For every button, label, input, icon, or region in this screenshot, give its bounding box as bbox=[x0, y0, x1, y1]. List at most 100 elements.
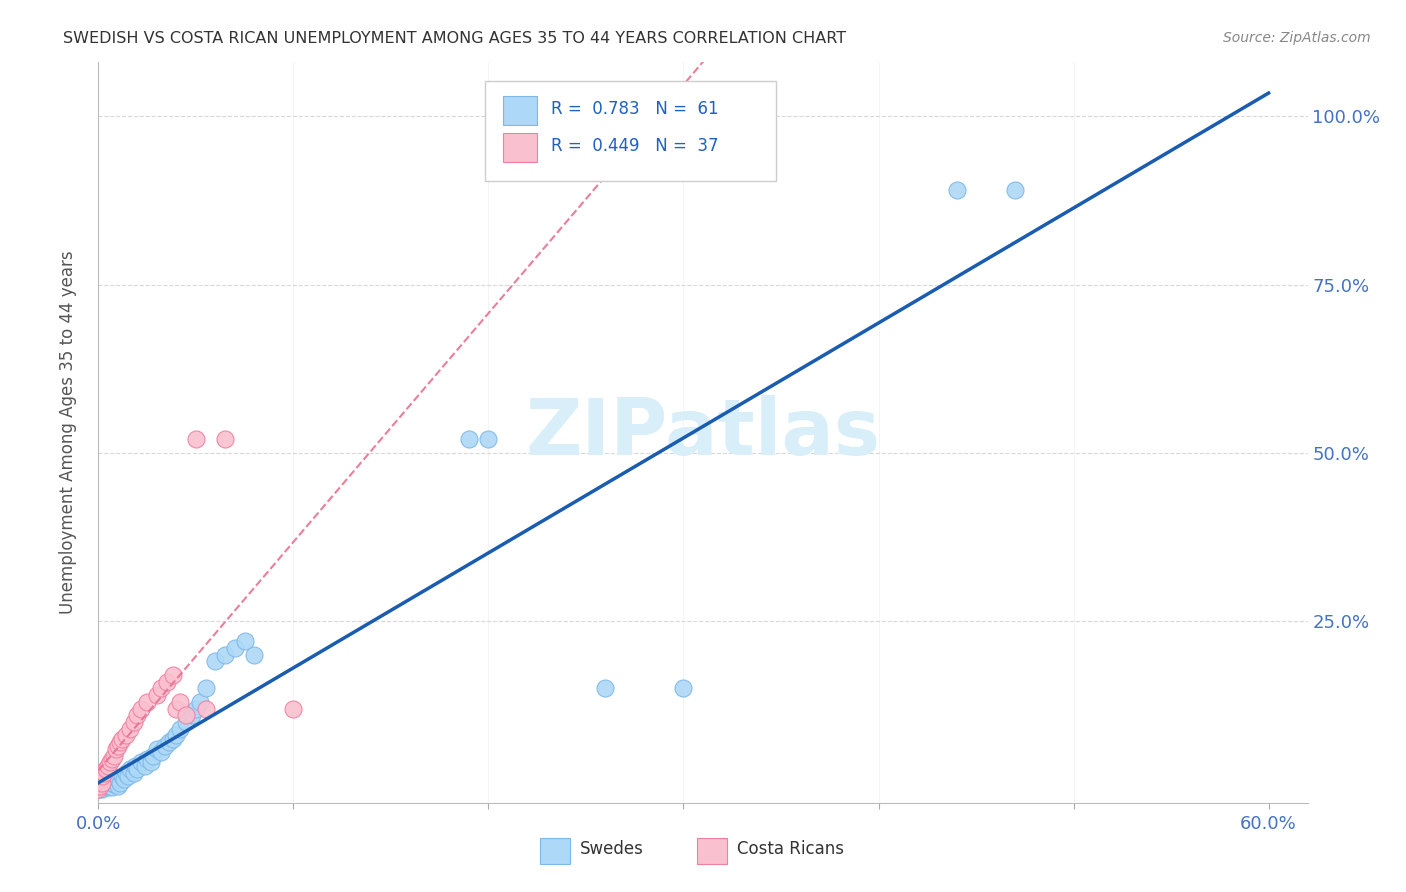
Point bbox=[157, 735, 180, 749]
Point bbox=[108, 735, 131, 749]
Point bbox=[153, 739, 176, 753]
Bar bbox=[503, 133, 537, 162]
Point bbox=[91, 782, 114, 797]
Point bbox=[134, 758, 156, 772]
Point bbox=[87, 775, 110, 789]
Point bbox=[127, 762, 149, 776]
Point bbox=[96, 772, 118, 787]
Point bbox=[87, 775, 110, 789]
Point bbox=[104, 774, 127, 789]
Point bbox=[87, 779, 110, 793]
Point bbox=[214, 648, 236, 662]
Point bbox=[101, 752, 124, 766]
Y-axis label: Unemployment Among Ages 35 to 44 years: Unemployment Among Ages 35 to 44 years bbox=[59, 251, 77, 615]
Point bbox=[1004, 183, 1026, 197]
Point bbox=[93, 779, 115, 793]
Point bbox=[174, 708, 197, 723]
Point bbox=[204, 655, 226, 669]
Point bbox=[162, 668, 184, 682]
Point bbox=[89, 772, 111, 787]
Point bbox=[118, 762, 141, 776]
Point bbox=[149, 681, 172, 696]
Point bbox=[458, 433, 481, 447]
Point bbox=[87, 772, 110, 787]
Point bbox=[87, 782, 110, 797]
Point bbox=[107, 739, 129, 753]
Point bbox=[93, 775, 115, 789]
Point bbox=[165, 701, 187, 715]
Point bbox=[101, 775, 124, 789]
Point bbox=[595, 681, 617, 696]
Point bbox=[89, 782, 111, 797]
Point bbox=[233, 634, 256, 648]
Point bbox=[283, 701, 305, 715]
Point bbox=[114, 765, 136, 780]
Bar bbox=[503, 95, 537, 126]
Point bbox=[98, 774, 121, 789]
Point bbox=[112, 772, 135, 787]
Point bbox=[243, 648, 266, 662]
Point bbox=[101, 780, 124, 795]
Point bbox=[194, 701, 217, 715]
Point bbox=[98, 756, 121, 770]
Point bbox=[945, 183, 967, 197]
Bar bbox=[540, 838, 569, 863]
Point bbox=[97, 775, 120, 789]
Point bbox=[87, 779, 110, 793]
Point bbox=[117, 769, 139, 783]
Point bbox=[96, 762, 118, 776]
Point bbox=[142, 748, 165, 763]
Point bbox=[89, 775, 111, 789]
Point bbox=[122, 714, 145, 729]
Point bbox=[162, 731, 184, 746]
Point bbox=[165, 729, 187, 743]
Point bbox=[122, 765, 145, 780]
Point bbox=[131, 701, 153, 715]
Point bbox=[87, 769, 110, 783]
Text: R =  0.449   N =  37: R = 0.449 N = 37 bbox=[551, 137, 718, 155]
Bar bbox=[697, 838, 727, 863]
Point bbox=[174, 714, 197, 729]
Point bbox=[93, 765, 115, 780]
Point bbox=[89, 779, 111, 793]
Point bbox=[118, 722, 141, 736]
Point bbox=[214, 433, 236, 447]
Point bbox=[87, 772, 110, 787]
Point bbox=[156, 674, 179, 689]
Point bbox=[97, 780, 120, 795]
Point bbox=[224, 640, 246, 655]
Point bbox=[131, 756, 153, 770]
Text: ZIPatlas: ZIPatlas bbox=[526, 394, 880, 471]
Point bbox=[104, 742, 127, 756]
Point bbox=[114, 729, 136, 743]
Text: Source: ZipAtlas.com: Source: ZipAtlas.com bbox=[1223, 31, 1371, 45]
Point bbox=[107, 772, 129, 787]
FancyBboxPatch shape bbox=[485, 81, 776, 181]
Point bbox=[103, 748, 125, 763]
Point bbox=[97, 758, 120, 772]
Point bbox=[96, 777, 118, 791]
Point bbox=[111, 731, 134, 746]
Point bbox=[146, 688, 169, 702]
Point bbox=[98, 779, 121, 793]
Point bbox=[108, 775, 131, 789]
Point bbox=[89, 779, 111, 793]
Point bbox=[139, 756, 162, 770]
Point bbox=[136, 752, 159, 766]
Point bbox=[103, 777, 125, 791]
Point bbox=[149, 745, 172, 759]
Point bbox=[87, 782, 110, 797]
Point bbox=[672, 681, 695, 696]
Point bbox=[169, 722, 191, 736]
Point bbox=[87, 782, 110, 797]
Point bbox=[87, 765, 110, 780]
Point bbox=[194, 681, 217, 696]
Point bbox=[136, 695, 159, 709]
Point bbox=[146, 742, 169, 756]
Point bbox=[188, 695, 211, 709]
Text: Costa Ricans: Costa Ricans bbox=[737, 840, 844, 858]
Point bbox=[169, 695, 191, 709]
Point bbox=[91, 775, 114, 789]
Point bbox=[107, 779, 129, 793]
Point bbox=[184, 701, 207, 715]
